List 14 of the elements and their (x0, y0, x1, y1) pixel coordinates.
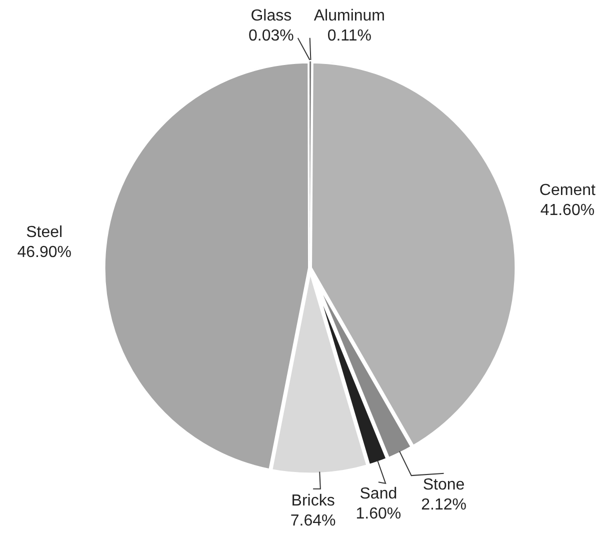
slice-label: Aluminum (314, 7, 385, 24)
data-label: 0.03% (248, 27, 294, 44)
slice-label: Bricks (291, 492, 335, 510)
data-label: 1.60% (356, 506, 402, 523)
data-label: 7.64% (290, 512, 336, 530)
data-label: 0.11% (327, 27, 372, 44)
data-label: 41.60% (540, 202, 595, 219)
slice-label: Stone (422, 476, 465, 494)
data-label: 46.90% (17, 244, 72, 261)
slice-label: Glass (250, 7, 292, 24)
slice-label: Cement (539, 182, 596, 199)
data-label: 2.12% (421, 496, 466, 514)
slice-label: Sand (360, 486, 398, 503)
slice-label: Steel (26, 224, 63, 241)
